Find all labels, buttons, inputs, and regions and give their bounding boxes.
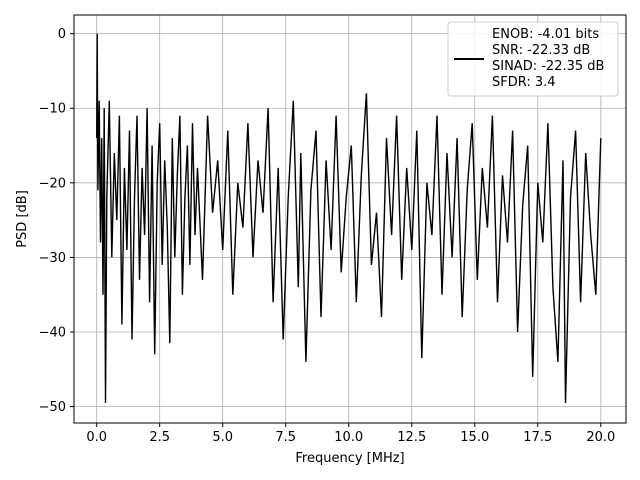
x-tick-label: 12.5 bbox=[397, 430, 426, 445]
legend-entry-sfdr: SFDR: 3.4 bbox=[492, 75, 556, 90]
legend-box bbox=[447, 21, 619, 97]
y-axis-ticks: 0 −10 −20 −30 −40 −50 bbox=[39, 27, 74, 415]
x-tick-label: 0.0 bbox=[86, 430, 107, 445]
legend-entry-enob: ENOB: -4.01 bits bbox=[492, 27, 599, 42]
psd-series-line bbox=[96, 33, 602, 403]
x-tick-label: 7.5 bbox=[275, 430, 296, 445]
y-tick-label: −40 bbox=[39, 326, 66, 341]
x-axis-label: Frequency [MHz] bbox=[295, 451, 404, 466]
y-tick-label: −50 bbox=[39, 400, 66, 415]
x-tick-label: 15.0 bbox=[460, 430, 489, 445]
x-tick-label: 17.5 bbox=[523, 430, 552, 445]
legend-entry-snr: SNR: -22.33 dB bbox=[492, 43, 590, 58]
series-group bbox=[96, 33, 602, 403]
y-tick-label: 0 bbox=[58, 27, 66, 42]
y-tick-label: −10 bbox=[39, 102, 66, 117]
y-tick-label: −30 bbox=[39, 251, 66, 266]
x-tick-label: 20.0 bbox=[586, 430, 615, 445]
x-tick-label: 2.5 bbox=[149, 430, 170, 445]
legend-entry-sinad: SINAD: -22.35 dB bbox=[492, 59, 604, 74]
y-axis-label: PSD [dB] bbox=[15, 190, 30, 248]
x-tick-label: 5.0 bbox=[212, 430, 233, 445]
plot-frame bbox=[73, 14, 627, 424]
x-axis-ticks: 0.0 2.5 5.0 7.5 10.0 12.5 15.0 17.5 20.0 bbox=[86, 423, 615, 445]
legend: ENOB: -4.01 bits SNR: -22.33 dB SINAD: -… bbox=[447, 21, 619, 97]
y-tick-label: −20 bbox=[39, 176, 66, 191]
x-tick-label: 10.0 bbox=[334, 430, 363, 445]
